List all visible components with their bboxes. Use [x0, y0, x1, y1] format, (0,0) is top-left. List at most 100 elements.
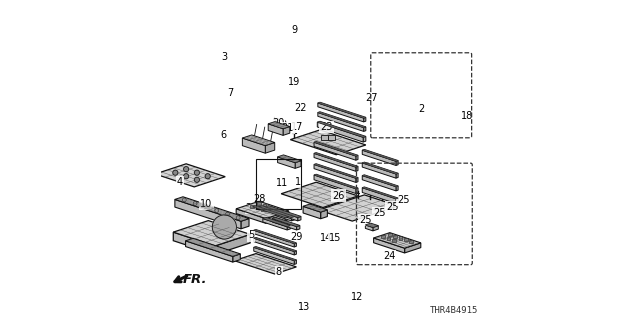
Polygon shape: [254, 247, 296, 260]
Polygon shape: [294, 260, 296, 264]
Bar: [250, 204, 254, 208]
Text: THR4B4915: THR4B4915: [429, 306, 478, 315]
Text: 28: 28: [253, 194, 266, 204]
Polygon shape: [283, 126, 290, 135]
Polygon shape: [234, 253, 296, 274]
Polygon shape: [266, 207, 298, 221]
Text: 1: 1: [295, 177, 301, 187]
Polygon shape: [318, 102, 366, 118]
Polygon shape: [254, 247, 294, 264]
Polygon shape: [362, 163, 396, 178]
Circle shape: [182, 198, 186, 202]
Polygon shape: [254, 230, 294, 247]
Polygon shape: [373, 226, 378, 231]
Polygon shape: [268, 122, 290, 129]
Polygon shape: [396, 198, 398, 204]
Polygon shape: [186, 238, 240, 256]
Polygon shape: [186, 241, 233, 262]
Polygon shape: [243, 135, 275, 146]
Polygon shape: [263, 218, 291, 227]
Text: 11: 11: [276, 178, 289, 188]
Text: 25: 25: [397, 195, 410, 205]
Polygon shape: [314, 142, 356, 160]
Polygon shape: [254, 238, 294, 255]
Polygon shape: [364, 117, 366, 122]
Circle shape: [225, 212, 229, 216]
Polygon shape: [356, 178, 358, 182]
Polygon shape: [303, 206, 321, 219]
Polygon shape: [273, 219, 296, 230]
Polygon shape: [314, 153, 358, 167]
Polygon shape: [266, 206, 301, 218]
Polygon shape: [259, 207, 291, 221]
Text: 16: 16: [253, 198, 266, 208]
Circle shape: [195, 177, 200, 182]
Text: 20: 20: [272, 117, 284, 128]
Polygon shape: [254, 229, 296, 244]
Text: 25: 25: [386, 202, 399, 212]
Bar: [262, 204, 266, 207]
Polygon shape: [303, 204, 328, 212]
Bar: [387, 237, 390, 240]
Polygon shape: [396, 161, 398, 165]
Polygon shape: [278, 155, 301, 163]
Text: 10: 10: [200, 199, 212, 209]
Polygon shape: [362, 150, 396, 165]
Polygon shape: [362, 188, 396, 204]
Bar: [261, 208, 265, 211]
Polygon shape: [173, 220, 250, 246]
Text: 21: 21: [282, 123, 294, 133]
Polygon shape: [265, 142, 275, 153]
Polygon shape: [365, 223, 378, 228]
Polygon shape: [287, 226, 291, 230]
Circle shape: [173, 170, 178, 175]
Text: 15: 15: [329, 233, 341, 243]
Bar: [328, 135, 335, 140]
Polygon shape: [363, 136, 366, 142]
Polygon shape: [173, 232, 215, 254]
Polygon shape: [314, 164, 356, 182]
Text: 17: 17: [291, 122, 303, 132]
Polygon shape: [362, 187, 398, 199]
Polygon shape: [362, 176, 396, 191]
Polygon shape: [362, 162, 398, 174]
Bar: [268, 206, 272, 209]
Polygon shape: [175, 197, 249, 221]
Text: 12: 12: [351, 292, 364, 302]
Polygon shape: [314, 164, 358, 178]
Polygon shape: [321, 210, 328, 219]
Bar: [193, 239, 196, 243]
Polygon shape: [404, 243, 420, 253]
Bar: [220, 248, 223, 252]
Polygon shape: [295, 161, 301, 168]
Polygon shape: [364, 127, 366, 132]
Polygon shape: [273, 218, 300, 227]
Polygon shape: [253, 207, 285, 221]
Bar: [399, 236, 403, 240]
Polygon shape: [294, 251, 296, 255]
Text: 9: 9: [291, 25, 297, 35]
Text: 13: 13: [298, 301, 310, 312]
Circle shape: [204, 205, 208, 209]
Bar: [230, 252, 234, 255]
Polygon shape: [317, 122, 363, 142]
Bar: [273, 208, 277, 211]
Bar: [410, 240, 413, 243]
Polygon shape: [362, 149, 398, 161]
Polygon shape: [259, 206, 294, 218]
Bar: [256, 159, 301, 209]
Circle shape: [215, 209, 219, 212]
Polygon shape: [175, 199, 241, 229]
Polygon shape: [291, 216, 294, 221]
Text: 3: 3: [221, 52, 227, 62]
Bar: [381, 235, 385, 238]
Text: 6: 6: [220, 130, 227, 140]
Circle shape: [184, 167, 189, 172]
Polygon shape: [291, 130, 366, 155]
Text: 25: 25: [373, 208, 386, 218]
Bar: [257, 202, 261, 205]
Polygon shape: [263, 219, 287, 230]
Bar: [321, 135, 328, 140]
Text: 4: 4: [177, 177, 183, 187]
Polygon shape: [254, 237, 296, 252]
